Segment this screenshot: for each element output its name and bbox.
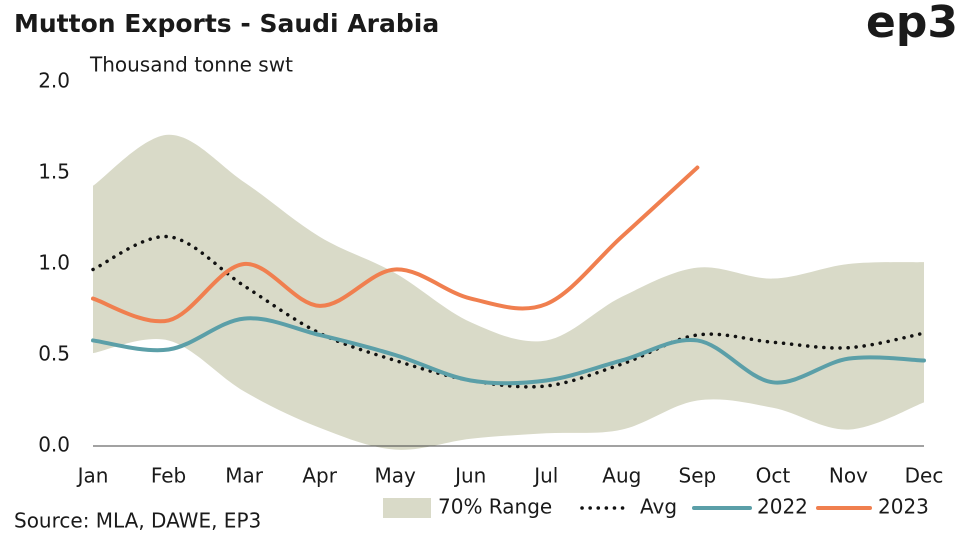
x-tick-label: Jul (532, 464, 558, 488)
series-line (91, 316, 926, 386)
legend-label: 2023 (878, 495, 929, 519)
x-tick-label: Dec (905, 464, 944, 488)
legend-label: Avg (640, 495, 677, 519)
y-axis-label: Thousand tonne swt (89, 53, 293, 77)
y-tick-label: 0.0 (38, 433, 70, 457)
x-tick-label: Sep (679, 464, 717, 488)
legend-label: 2022 (757, 495, 808, 519)
logo: ep3 (866, 0, 958, 48)
legend-swatch (383, 498, 431, 518)
x-tick-label: Feb (151, 464, 186, 488)
y-tick-label: 1.0 (38, 251, 70, 275)
x-tick-label: Nov (829, 464, 868, 488)
x-tick-label: Oct (756, 464, 791, 488)
x-tick-label: Apr (302, 464, 337, 488)
y-tick-label: 2.0 (38, 69, 70, 93)
x-tick-label: May (375, 464, 417, 488)
legend-label: 70% Range (438, 495, 552, 519)
x-tick-label: Mar (225, 464, 264, 488)
source: Source: MLA, DAWE, EP3 (14, 509, 261, 533)
x-tick-label: Aug (602, 464, 641, 488)
x-tick-label: Jan (76, 464, 109, 488)
series-line (91, 165, 700, 324)
y-tick-label: 0.5 (38, 342, 70, 366)
range-band (93, 134, 924, 450)
y-tick-label: 1.5 (38, 160, 70, 184)
chart-title: Mutton Exports - Saudi Arabia (14, 9, 439, 38)
x-tick-label: Jun (453, 464, 486, 488)
